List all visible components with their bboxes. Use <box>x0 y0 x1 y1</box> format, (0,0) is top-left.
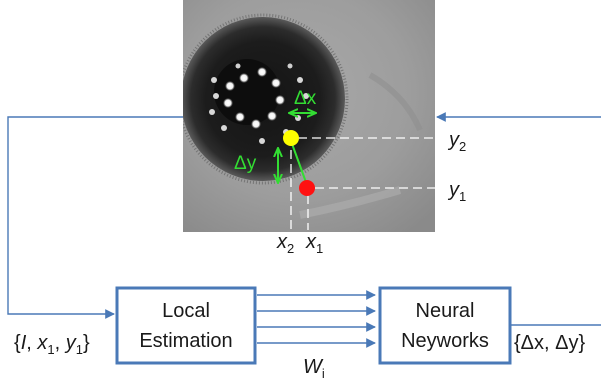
guide-lines <box>290 137 436 230</box>
output-label: {Δx, Δy} <box>514 332 586 354</box>
x2-label: x2 <box>276 231 294 256</box>
left-feedback-arrow <box>7 116 183 319</box>
y2-label: y2 <box>447 129 466 154</box>
x1-label: x1 <box>305 231 323 256</box>
target-point <box>283 130 299 146</box>
dy-label: Δy <box>234 153 257 174</box>
local-label-line2: Estimation <box>139 330 232 352</box>
neural-network-box <box>378 286 512 365</box>
estimated-point <box>299 180 315 196</box>
led-glints <box>209 63 309 144</box>
input-label: {I, x1, y1} <box>14 332 90 357</box>
feedback-lines <box>7 112 601 326</box>
eye-photo <box>183 0 435 232</box>
displacement-annotations <box>278 113 316 186</box>
local-label-line1: Local <box>162 300 210 322</box>
weights-label: Wi <box>303 356 325 381</box>
gaze-vector <box>290 140 308 186</box>
dx-label: Δx <box>294 88 317 109</box>
y1-label: y1 <box>447 179 466 204</box>
neural-label-line1: Neural <box>416 300 475 322</box>
local-estimation-box <box>115 286 257 365</box>
neural-label-line2: Neyworks <box>401 330 489 352</box>
weight-connections <box>257 290 376 348</box>
